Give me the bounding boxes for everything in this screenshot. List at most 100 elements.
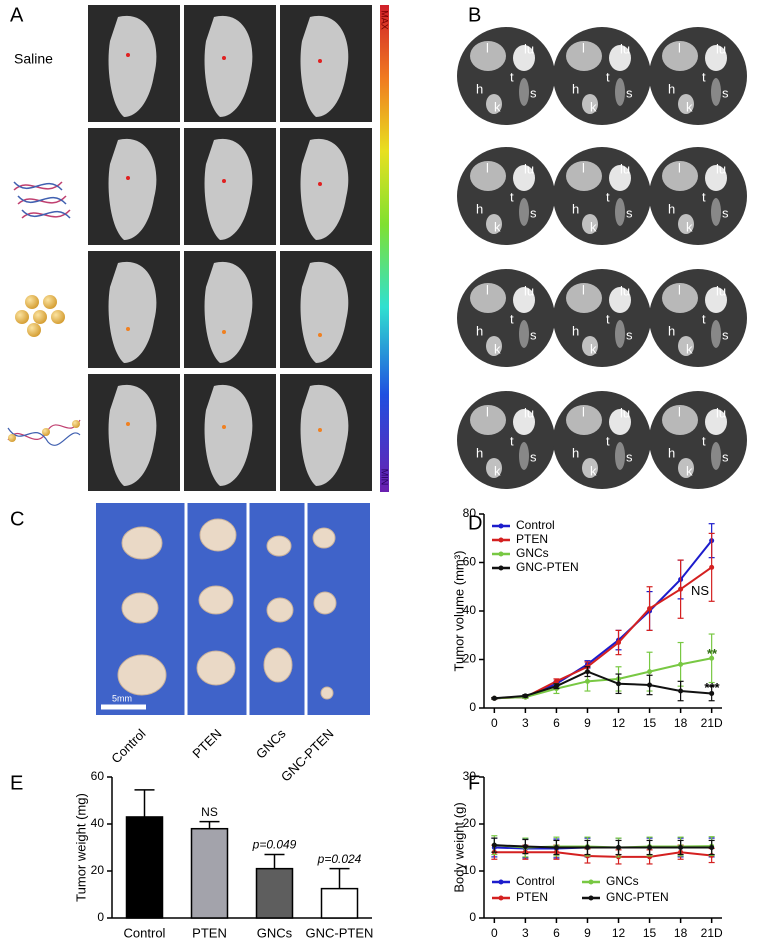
organ [470, 283, 506, 313]
organ [711, 442, 721, 470]
organ [513, 287, 535, 313]
organ-image [649, 147, 747, 245]
data-point [553, 845, 559, 850]
data-point [616, 640, 622, 646]
organ-label: l [678, 282, 681, 297]
series-line [494, 851, 712, 858]
organ-label: k [590, 341, 597, 356]
series-line [494, 670, 712, 700]
x-tick-label: GNC-PTEN [306, 925, 374, 940]
bar [320, 887, 359, 919]
mouse-body [108, 384, 157, 486]
organ [470, 405, 506, 435]
organ [582, 214, 598, 234]
colorbar-min: MIN [380, 469, 390, 486]
data-point [647, 682, 653, 688]
organ [582, 94, 598, 114]
y-axis-label: Tumor weight (mg) [73, 793, 88, 902]
mouse-body [108, 138, 157, 240]
data-point [647, 845, 653, 850]
x-tick-label: 0 [491, 716, 498, 730]
organ-label: k [686, 99, 693, 114]
data-point [491, 842, 497, 848]
organ [705, 165, 727, 191]
organ-label: t [702, 433, 706, 448]
x-tick-label: PTEN [192, 925, 227, 940]
organ [678, 94, 694, 114]
organ-label: lu [524, 161, 534, 176]
organ [470, 41, 506, 71]
legend-label: GNC-PTEN [516, 560, 579, 574]
x-tick-label: Control [124, 925, 166, 940]
y-tick-label: 0 [97, 910, 104, 924]
organ [705, 45, 727, 71]
signal-spot [318, 428, 322, 432]
organ-label: lu [716, 283, 726, 298]
organ-label: t [510, 433, 514, 448]
data-point [709, 564, 715, 570]
y-tick-label: 40 [463, 603, 477, 617]
organ [615, 78, 625, 106]
organ-label: h [572, 323, 579, 338]
organ [609, 287, 631, 313]
organ [519, 320, 529, 348]
data-point [616, 681, 622, 687]
signal-spot [318, 182, 322, 186]
x-tick-label: 18 [674, 926, 688, 940]
organ [678, 458, 694, 478]
legend-marker [498, 565, 504, 571]
organ [486, 214, 502, 234]
legend-label: GNCs [606, 874, 639, 888]
mouse-body [300, 138, 349, 240]
organ-image [457, 147, 555, 245]
legend-marker [588, 879, 594, 885]
organ-label: h [668, 81, 675, 96]
organ-image [457, 269, 555, 367]
organ [582, 458, 598, 478]
y-tick-label: 40 [91, 816, 105, 830]
organ-label: lu [620, 161, 630, 176]
data-point [647, 669, 653, 675]
legend-label: PTEN [516, 890, 548, 904]
organ-label: k [686, 219, 693, 234]
organ-label: k [590, 219, 597, 234]
tumors [117, 518, 337, 700]
organ-label: lu [716, 161, 726, 176]
organ-image [553, 269, 651, 367]
organ-label: t [606, 311, 610, 326]
organ-label: lu [716, 41, 726, 56]
legend-marker [588, 895, 594, 901]
legend-marker [498, 537, 504, 543]
y-tick-label: 10 [463, 863, 477, 877]
organ-label: t [606, 433, 610, 448]
organ-label: s [530, 85, 537, 100]
data-point [584, 678, 590, 684]
data-point [522, 693, 528, 699]
organ-label: s [722, 205, 729, 220]
signal-spot [126, 176, 130, 180]
organ-label: l [582, 404, 585, 419]
panel-label: C [10, 508, 24, 530]
organ-label: h [572, 201, 579, 216]
organ-label: l [486, 40, 489, 55]
organ-label: h [572, 445, 579, 460]
organ [609, 165, 631, 191]
y-tick-label: 20 [463, 816, 477, 830]
organ-label: s [626, 327, 633, 342]
data-point [647, 606, 653, 612]
bar [125, 816, 164, 919]
legend-label: Control [516, 874, 555, 888]
y-tick-label: 30 [463, 769, 477, 783]
mouse-body [204, 261, 253, 363]
organ-label: k [686, 463, 693, 478]
x-tick-label: 6 [553, 926, 560, 940]
organ-label: s [722, 449, 729, 464]
signal-spot [222, 330, 226, 334]
organ [615, 442, 625, 470]
x-tick-label: 18 [674, 716, 688, 730]
organ-label: l [582, 282, 585, 297]
organ-label: t [606, 69, 610, 84]
series-line [494, 844, 712, 849]
y-tick-label: 0 [469, 910, 476, 924]
